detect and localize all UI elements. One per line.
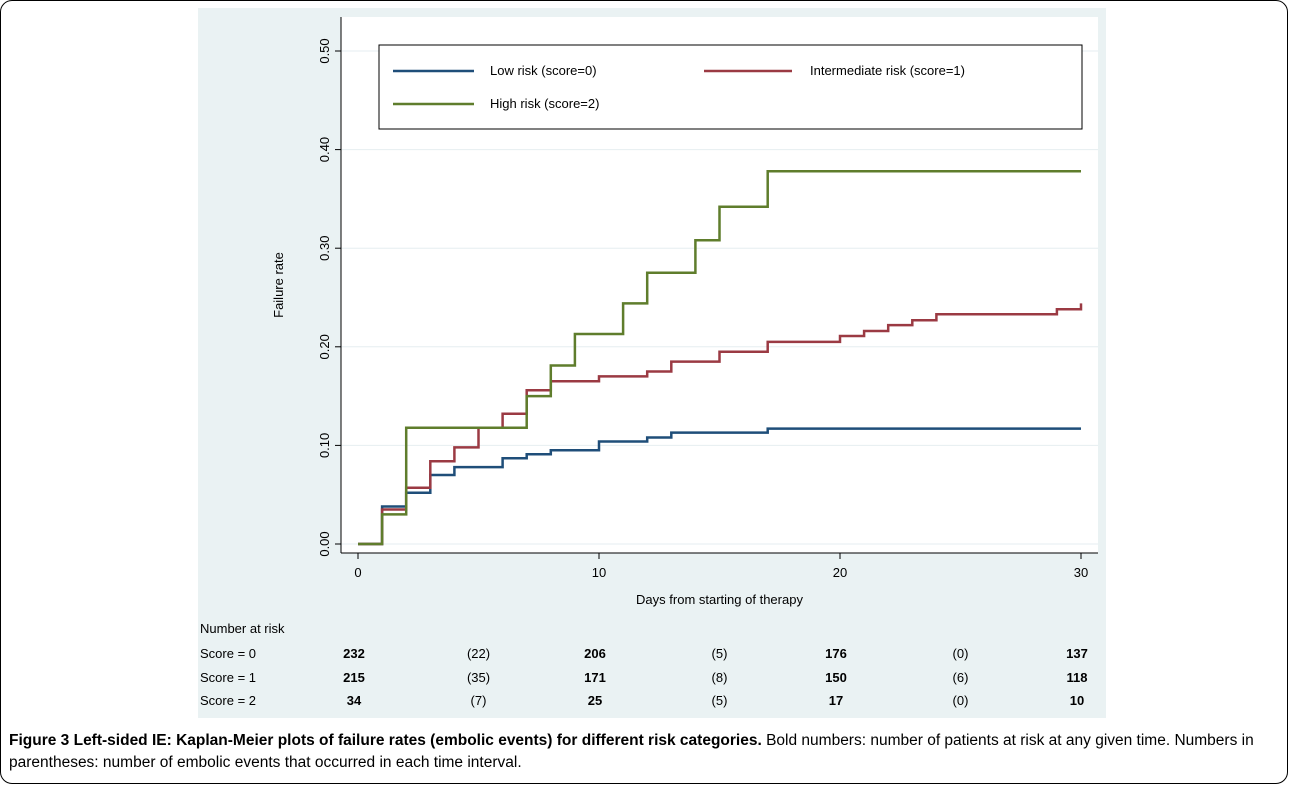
event-count-value: (8) — [712, 670, 728, 685]
caption-title: Figure 3 Left-sided IE: Kaplan-Meier plo… — [9, 732, 762, 749]
y-axis-label: Failure rate — [271, 252, 286, 318]
figure-panel: 0.00 0.10 0.20 0.30 0.40 0.50 0 10 20 30 Low risk… — [198, 8, 1106, 718]
at-risk-value: 137 — [1066, 646, 1088, 661]
at-risk-value: 150 — [825, 670, 847, 685]
caption-text: Bold numbers: number of patients at risk… — [9, 732, 1254, 771]
x-tick-label: 30 — [1074, 565, 1088, 580]
risk-table: Number at risk Score = 0 232 206 176 137 (22) (… — [200, 621, 1088, 708]
at-risk-value: 206 — [584, 646, 606, 661]
series-line-2 — [358, 170, 1081, 546]
at-risk-value: 34 — [347, 693, 362, 708]
x-axis-label: Days from starting of therapy — [636, 592, 803, 607]
event-count-value: (7) — [471, 693, 487, 708]
at-risk-value: 232 — [343, 646, 365, 661]
y-tick-label: 0.10 — [317, 433, 332, 458]
at-risk-value: 171 — [584, 670, 606, 685]
x-tick-label: 0 — [354, 565, 361, 580]
legend: Low risk (score=0) Intermediate risk (sco… — [378, 44, 1083, 130]
event-count-value: (22) — [467, 646, 490, 661]
y-tick-label: 0.30 — [317, 236, 332, 261]
risk-row-label: Score = 1 — [200, 670, 256, 685]
legend-label-1: Intermediate risk (score=1) — [810, 63, 965, 78]
y-tick-label: 0.50 — [317, 38, 332, 63]
x-tick-label: 10 — [592, 565, 606, 580]
at-risk-value: 118 — [1067, 670, 1088, 685]
event-count-value: (35) — [467, 670, 490, 685]
legend-label-0: Low risk (score=0) — [490, 63, 597, 78]
series-layer — [358, 170, 1083, 546]
legend-box — [378, 44, 1083, 130]
risk-row-label: Score = 2 — [200, 693, 256, 708]
axis-layer: 0.00 0.10 0.20 0.30 0.40 0.50 0 10 20 30 — [317, 17, 1098, 580]
at-risk-value: 176 — [825, 646, 847, 661]
y-tick-label: 0.00 — [317, 531, 332, 556]
series-line-1 — [358, 303, 1083, 546]
event-count-value: (5) — [712, 646, 728, 661]
at-risk-value: 215 — [343, 670, 365, 685]
kaplan-meier-chart: 0.00 0.10 0.20 0.30 0.40 0.50 0 10 20 30 Low risk… — [200, 17, 1098, 708]
at-risk-value: 25 — [588, 693, 602, 708]
event-count-value: (0) — [953, 646, 969, 661]
risk-table-title: Number at risk — [200, 621, 285, 636]
risk-row-label: Score = 0 — [200, 646, 256, 661]
event-count-value: (6) — [953, 670, 969, 685]
figure-caption: Figure 3 Left-sided IE: Kaplan-Meier plo… — [9, 730, 1279, 774]
x-tick-label: 20 — [833, 565, 847, 580]
legend-label-2: High risk (score=2) — [490, 96, 599, 111]
event-count-value: (5) — [712, 693, 728, 708]
y-tick-label: 0.40 — [317, 137, 332, 162]
y-tick-label: 0.20 — [317, 334, 332, 359]
at-risk-value: 17 — [829, 693, 843, 708]
at-risk-value: 10 — [1070, 693, 1084, 708]
event-count-value: (0) — [953, 693, 969, 708]
